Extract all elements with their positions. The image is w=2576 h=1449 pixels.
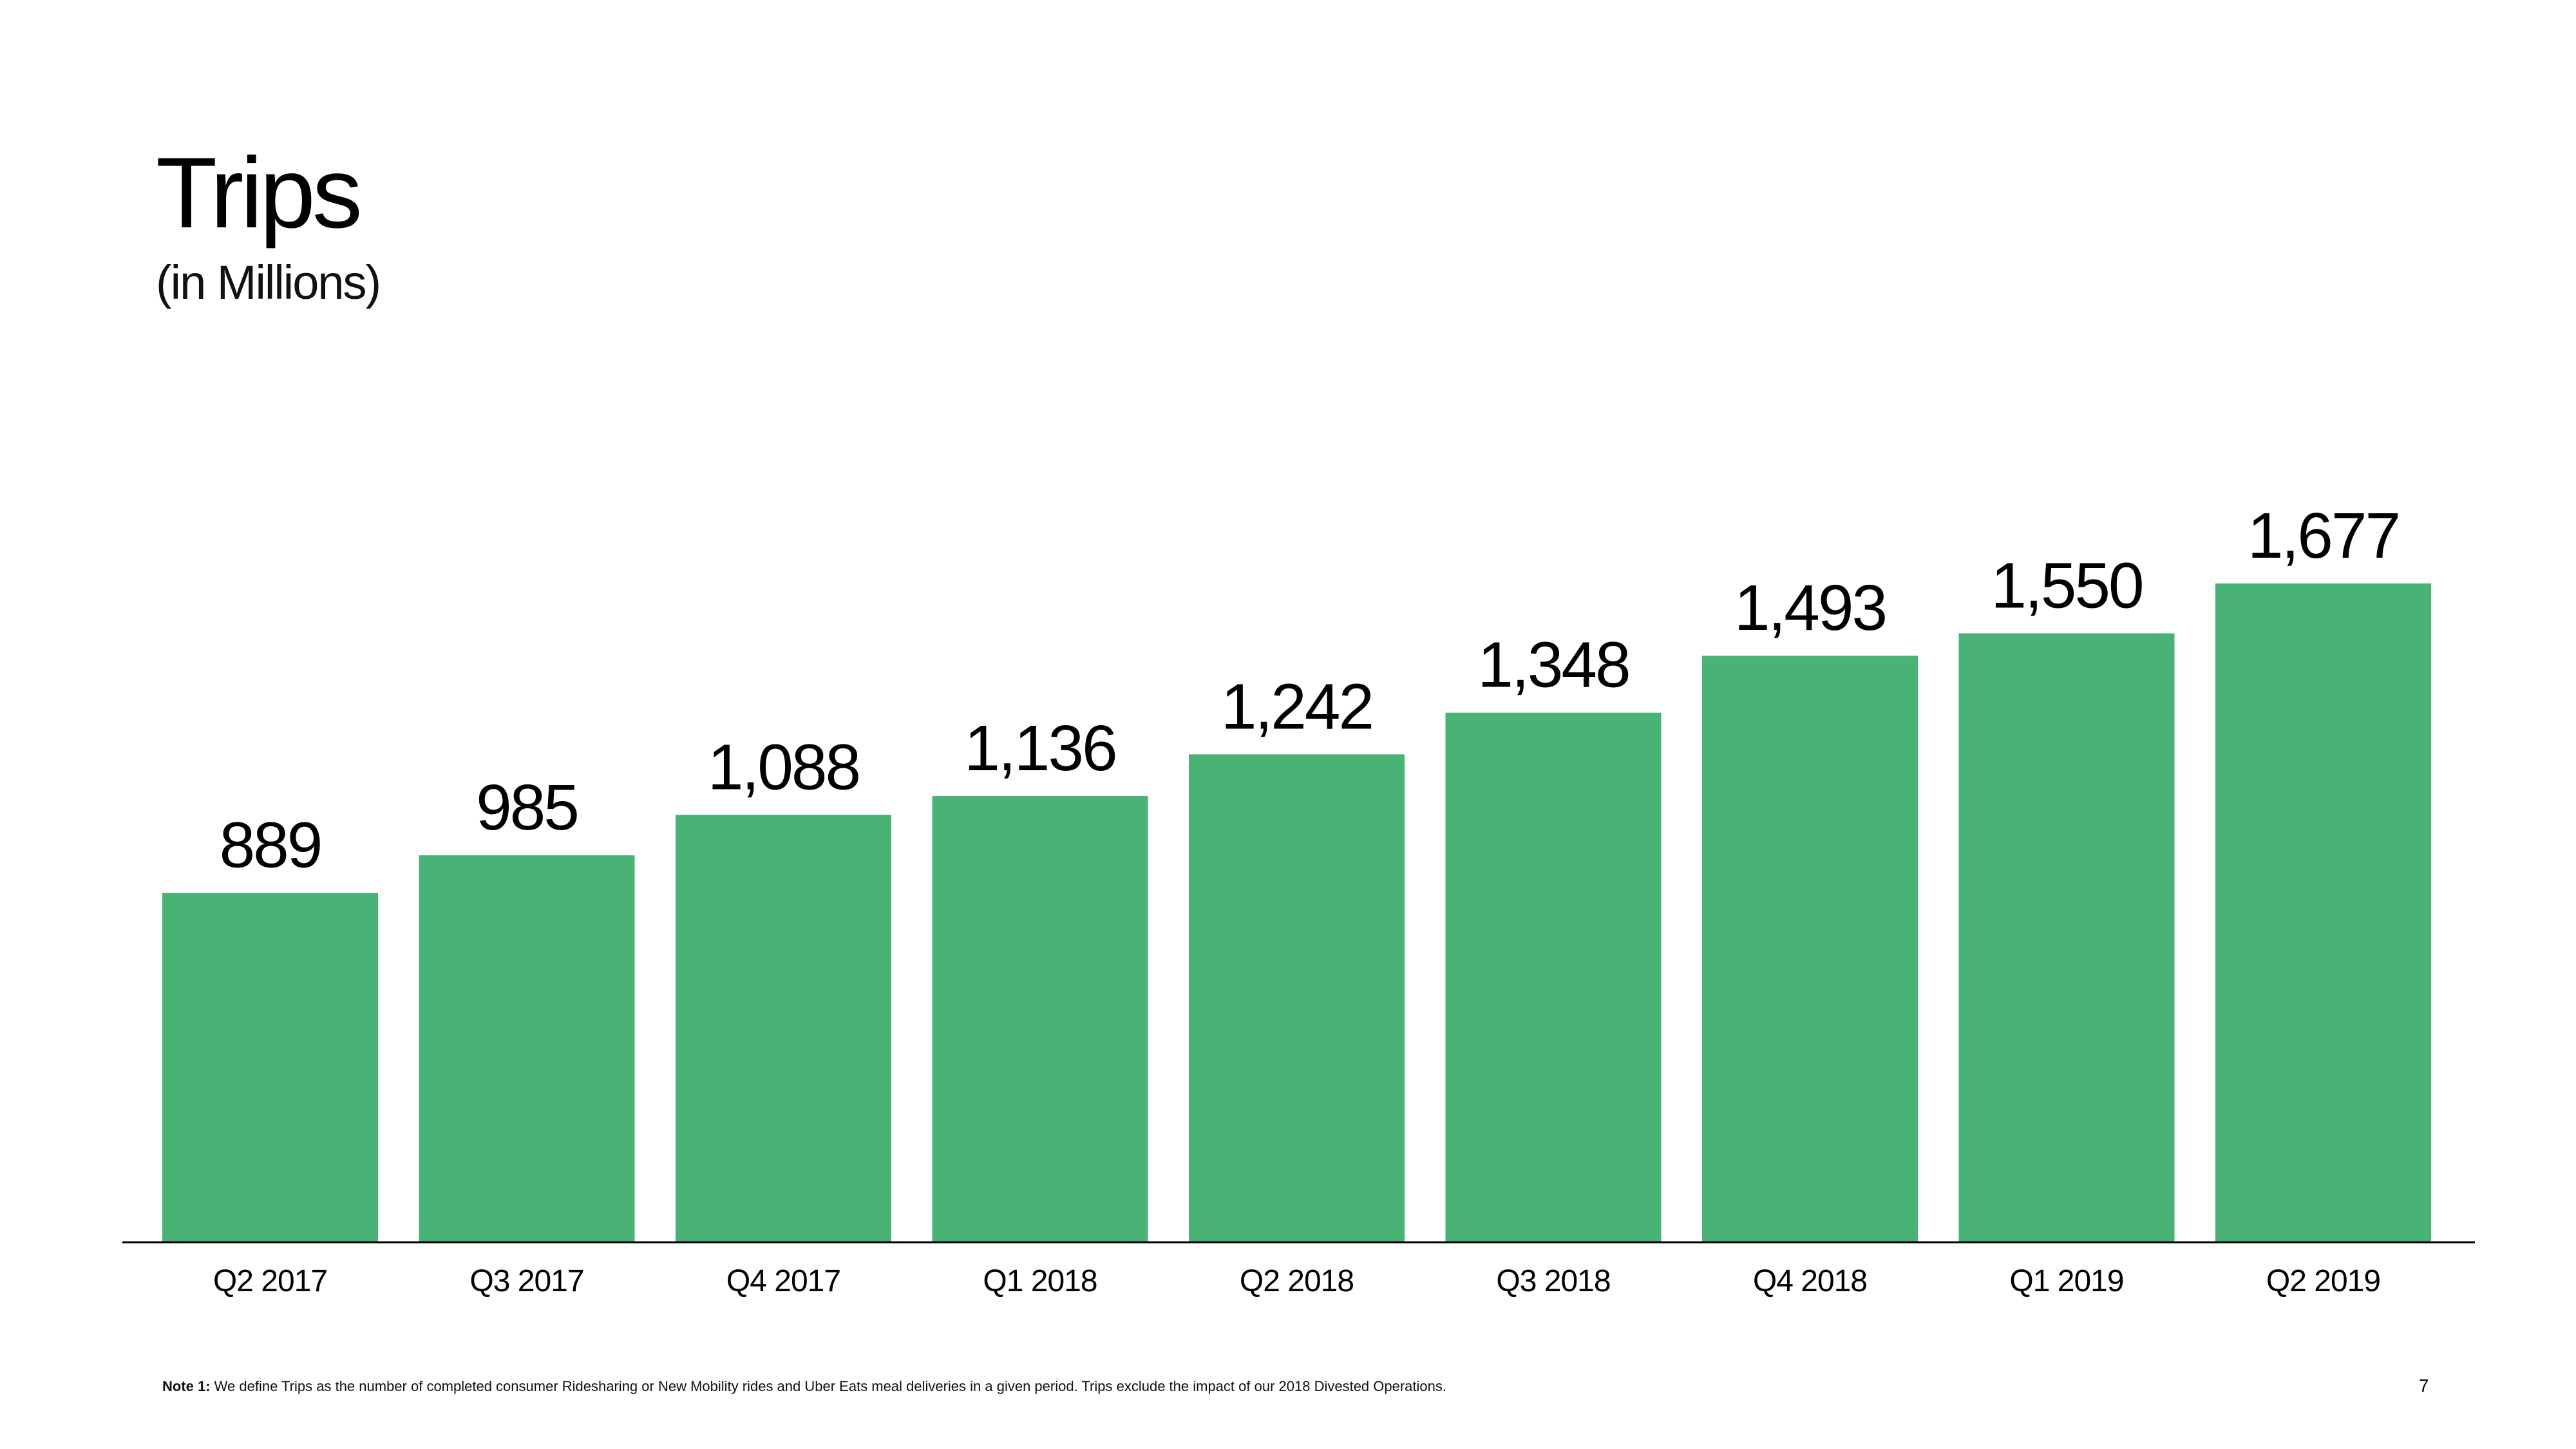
bar [1702,656,1918,1242]
x-tick-label: Q3 2017 [469,1264,583,1298]
bars-group [162,583,2431,1242]
page-subtitle: (in Millions) [156,256,381,309]
bar [1189,754,1405,1242]
footnote-text: We define Trips as the number of complet… [210,1378,1446,1394]
bar [2215,583,2431,1242]
bar [162,893,378,1242]
x-tick-label: Q1 2018 [983,1264,1097,1298]
bar [932,796,1148,1242]
page-title: Trips [156,137,363,249]
bar [1445,712,1662,1242]
x-tick-label: Q4 2018 [1753,1264,1867,1298]
x-tick-label: Q3 2018 [1496,1264,1610,1298]
bar-value-label: 889 [220,810,321,882]
x-tick-label: Q2 2019 [2266,1264,2380,1298]
bar [1958,633,2175,1242]
bar-value-label: 985 [476,772,578,844]
x-tick-label: Q1 2019 [2009,1264,2123,1298]
value-labels-group: 889 985 1,088 1,136 1,242 1,348 1,493 1,550 1,67… [220,500,2401,882]
footnote-label: Note 1: [162,1378,211,1394]
x-tick-label: Q4 2017 [726,1264,840,1298]
bar-value-label: 1,088 [708,731,859,803]
bar-value-label: 1,242 [1221,670,1372,743]
bar-value-label: 1,348 [1477,629,1629,701]
x-tick-label: Q2 2018 [1240,1264,1354,1298]
footnote: Note 1: We define Trips as the number of… [162,1379,1446,1394]
bar-value-label: 1,493 [1734,572,1886,644]
page-number: 7 [2419,1376,2429,1396]
bar-value-label: 1,136 [964,712,1115,784]
bar-value-label: 1,677 [2248,500,2399,572]
x-tick-label: Q2 2017 [213,1264,327,1298]
bar [676,815,891,1242]
x-tick-labels-group: Q2 2017 Q3 2017 Q4 2017 Q1 2018 Q2 2018 Q3 20… [213,1264,2381,1298]
bar-value-label: 1,550 [1991,549,2142,621]
bar [419,855,635,1242]
